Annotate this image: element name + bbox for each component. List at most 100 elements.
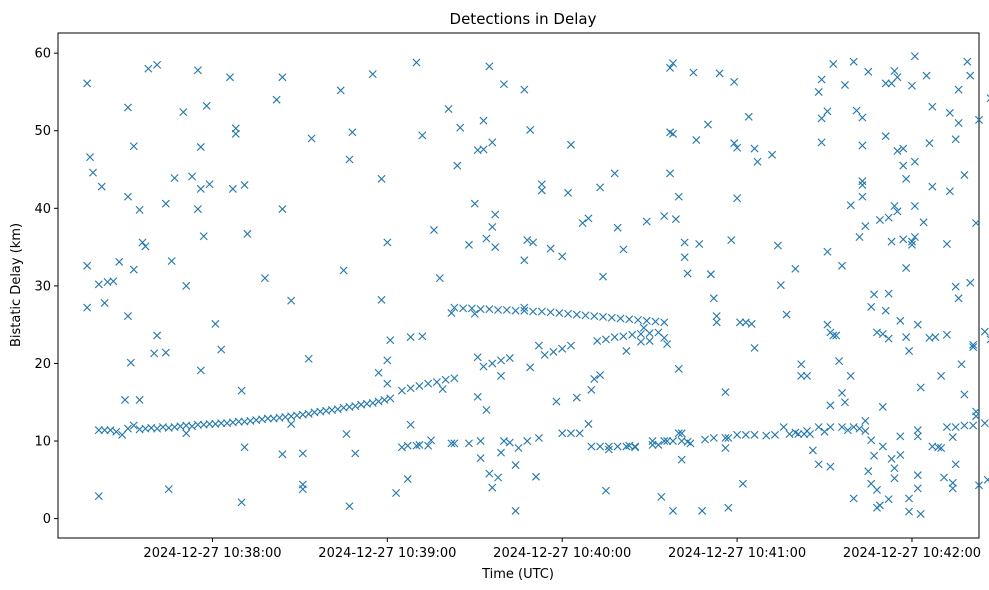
detection-point [838,261,847,270]
detection-point [805,430,814,439]
detection-point [523,437,532,446]
detection-point [377,295,386,304]
detection-point [972,412,981,421]
detection-point [456,123,465,132]
detection-point [467,304,476,313]
detection-point [750,343,759,352]
detection-point [896,451,905,459]
detection-point [867,302,876,311]
detection-point [692,136,701,145]
detection-point [476,454,485,463]
detection-point [83,303,92,312]
detection-point [287,419,296,428]
detection-point [674,429,683,438]
y-tick-label: 30 [34,279,51,294]
detection-point [733,194,742,203]
detection-point [913,320,922,329]
detection-point [730,139,739,148]
detection-point [348,128,357,137]
detection-point [893,146,902,155]
detection-point [733,430,742,439]
detection-point [529,307,538,316]
detection-point [660,333,669,342]
detection-point [488,222,497,231]
detection-point [540,350,549,359]
detection-point [520,85,529,94]
detection-point [855,233,864,242]
detection-point [167,257,176,266]
detection-point [937,444,946,453]
detection-point [969,340,978,349]
detection-point [415,381,424,390]
x-tick-label: 2024-12-27 10:41:00 [668,546,806,561]
detection-point [907,81,916,90]
detection-point [972,219,981,228]
detection-point [948,433,957,442]
detection-point [374,397,383,406]
detection-point [138,238,147,247]
detection-point [937,371,946,380]
detection-point [838,388,847,397]
detection-point [126,358,135,367]
detection-point [960,170,969,179]
detection-point [762,431,771,440]
detection-point [890,67,899,75]
detection-point [905,507,914,516]
detection-point [890,464,899,473]
detection-point [750,430,759,439]
detection-point [817,114,826,123]
detection-point [663,437,672,446]
detection-point [902,333,911,342]
detection-point [587,442,596,451]
detection-point [599,312,608,321]
detection-point [881,306,890,315]
detection-point [129,265,138,274]
detection-point [444,105,453,114]
detection-point [680,238,689,247]
detection-point [951,135,960,144]
detection-point [153,331,162,340]
detection-point [660,318,669,327]
detection-point [83,79,92,88]
detection-point [884,289,893,298]
detection-point [907,237,916,246]
detection-point [304,354,313,363]
detection-point [397,386,406,395]
detection-point [677,455,686,464]
detection-point [144,64,153,73]
detection-point [954,85,963,94]
detection-point [867,479,876,488]
detection-point [651,317,660,326]
detection-point [808,446,817,455]
detection-point [100,298,109,307]
detection-point [625,441,634,450]
x-axis-label: Time (UTC) [481,567,554,582]
detection-point [794,430,803,439]
detection-point [878,329,887,338]
detection-point [406,384,415,393]
detection-point [584,214,593,223]
detection-point [622,442,631,451]
detection-point [260,274,269,283]
detection-point [913,484,922,493]
detection-point [616,314,625,323]
detection-point [849,57,858,66]
detection-point [954,118,963,127]
detection-point [476,305,485,314]
detection-point [776,281,785,290]
detection-point [263,414,272,423]
detection-point [83,261,92,270]
detection-point [870,451,879,460]
detection-point [657,492,666,501]
detection-point [278,205,287,214]
detection-point [910,201,919,210]
detection-point [887,454,896,463]
detection-point [782,310,791,319]
detection-point [520,256,529,265]
detection-point [121,395,130,404]
detection-point [424,441,433,450]
detection-point [383,356,392,365]
detection-point [593,336,602,345]
detection-point [715,69,724,78]
detection-point [942,240,951,248]
